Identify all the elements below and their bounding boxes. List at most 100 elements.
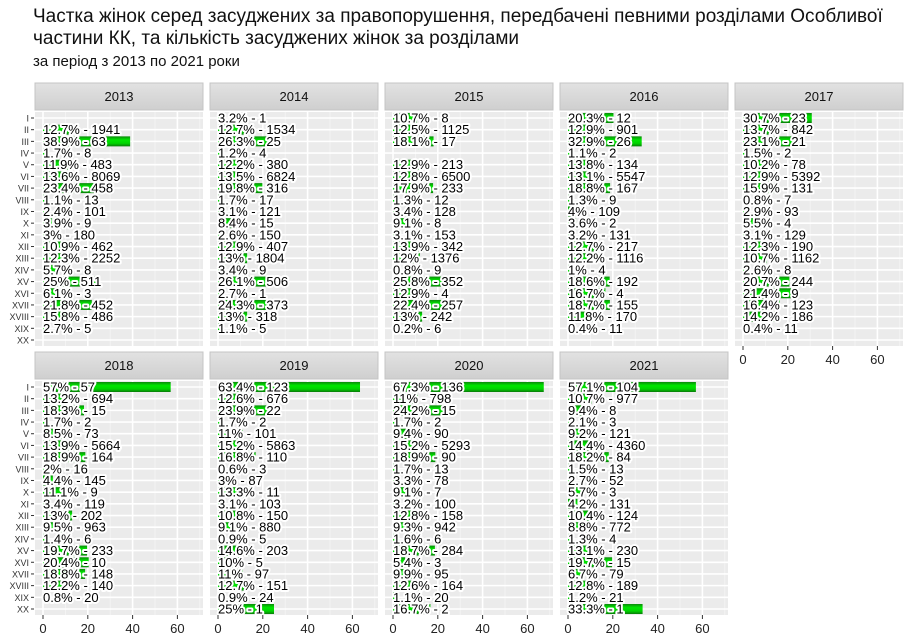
bar-2013-IX xyxy=(43,206,49,217)
facet-strip xyxy=(34,351,204,380)
chart-title: Частка жінок серед засуджених за правопо… xyxy=(33,6,883,49)
data-label: 12.9% - 4 xyxy=(393,286,449,301)
data-label: 1.2% - 4 xyxy=(218,146,266,161)
bar-2017-XI xyxy=(743,229,750,240)
x-tick-label: 0 xyxy=(739,352,746,367)
bar-2020-XII xyxy=(393,510,422,521)
data-label: 6.1% - 3 xyxy=(43,286,91,301)
y-tick-label: X xyxy=(23,488,29,498)
data-label: 12.3% - 190 xyxy=(743,239,813,254)
y-tick-label: XVIII xyxy=(9,581,29,591)
data-label: 8.5% - 73 xyxy=(43,426,99,441)
data-label: 12.8% - 158 xyxy=(393,508,463,523)
y-tick-label: IV xyxy=(20,418,29,428)
bar-2015-II xyxy=(393,124,421,135)
bar-2018-XVI xyxy=(43,557,89,568)
x-tick-label: 20 xyxy=(81,621,95,636)
data-label: 33.3% - 1 xyxy=(568,602,624,617)
y-tick-label: IV xyxy=(20,149,29,159)
data-label: 25% - 511 xyxy=(43,274,101,289)
x-tick-label: 20 xyxy=(606,621,620,636)
data-label: 1.7% - 8 xyxy=(43,146,91,161)
data-label: 12.7% - 1941 xyxy=(43,122,120,137)
data-label: 18.6% - 192 xyxy=(568,274,638,289)
bar-2020-VI xyxy=(393,440,428,451)
y-tick-label: X xyxy=(23,219,29,229)
data-label: 13.9% - 342 xyxy=(393,239,463,254)
bar-2018-IV xyxy=(43,417,47,428)
y-tick-label: XIX xyxy=(14,593,29,603)
data-label: 5.7% - 8 xyxy=(43,262,91,277)
bar-2021-XVI xyxy=(568,557,613,568)
bar-2020-XX xyxy=(393,604,431,614)
data-label: 9.1% - 7 xyxy=(393,485,441,500)
bar-2014-XV xyxy=(218,276,277,287)
data-label: 63.4% - 123 xyxy=(218,380,288,395)
x-tick-label: 40 xyxy=(475,621,489,636)
bar-2015-XIX xyxy=(393,323,394,334)
data-label: 5.4% - 3 xyxy=(393,555,441,570)
bar-2019-IV xyxy=(218,417,222,428)
bar-2013-II xyxy=(43,124,72,135)
data-label: 23.9% - 22 xyxy=(218,403,281,418)
bar-2020-III xyxy=(393,405,448,416)
bar-2014-XVII xyxy=(218,299,273,310)
bar-2021-XIV xyxy=(568,533,571,544)
x-tick-label: 60 xyxy=(520,621,534,636)
bar-2014-VIII xyxy=(218,194,222,205)
bar-2014-XIII xyxy=(218,253,248,264)
y-tick-label: III xyxy=(21,137,29,147)
y-tick-label: XIII xyxy=(15,523,29,533)
bar-2013-IV xyxy=(43,148,47,159)
data-label: 3.2% - 131 xyxy=(568,227,631,242)
bar-2019-VIII xyxy=(218,463,220,474)
facet-label-2013: 2013 xyxy=(105,89,134,104)
data-label: 15.8% - 486 xyxy=(43,309,113,324)
data-label: 25% - 1 xyxy=(218,602,263,617)
bar-2013-V xyxy=(43,159,70,170)
y-tick-label: VI xyxy=(20,441,29,451)
y-tick-label: XVIII xyxy=(9,312,29,322)
data-label: 3.4% - 9 xyxy=(218,262,266,277)
bar-2019-I xyxy=(218,382,361,392)
bar-2014-VII xyxy=(218,183,263,194)
bar-2019-VII xyxy=(218,452,256,463)
data-label: 14.6% - 203 xyxy=(218,543,288,558)
bar-2015-X xyxy=(393,218,414,229)
data-label: 12.2% - 1116 xyxy=(568,251,643,266)
bar-2014-XIV xyxy=(218,264,226,275)
bar-2017-X xyxy=(743,218,756,229)
x-tick-label: 20 xyxy=(431,621,445,636)
data-label: 9.5% - 963 xyxy=(43,520,106,535)
bar-2014-XI xyxy=(218,229,224,240)
bar-2020-XVI xyxy=(393,557,406,568)
data-label: 18.1% - 17 xyxy=(393,134,456,149)
bar-2019-X xyxy=(218,487,248,498)
bar-2021-XIX xyxy=(568,592,571,603)
facet-label-2014: 2014 xyxy=(280,89,309,104)
data-label: 11.1% - 9 xyxy=(43,485,98,500)
facet-label-2019: 2019 xyxy=(280,358,309,373)
x-tick-label: 0 xyxy=(564,621,571,636)
data-label: 1.7% - 13 xyxy=(393,461,449,476)
data-label: 4.4% - 145 xyxy=(43,473,106,488)
data-label: 23.4% - 458 xyxy=(43,181,113,196)
facet-label-2015: 2015 xyxy=(455,89,484,104)
bar-2014-XVI xyxy=(218,288,225,299)
bar-2016-XII xyxy=(568,241,597,252)
facet-strip xyxy=(384,82,554,111)
bar-2013-XVIII xyxy=(43,311,79,322)
data-label: 20.4% - 10 xyxy=(43,555,106,570)
y-tick-label: I xyxy=(26,114,29,124)
bar-2017-XV xyxy=(743,276,790,287)
bar-2016-IV xyxy=(568,148,571,159)
bar-2021-IV xyxy=(568,417,573,428)
data-label: 14.2% - 186 xyxy=(743,309,813,324)
bar-2015-XIV xyxy=(393,264,395,275)
data-label: 3.4% - 119 xyxy=(43,496,105,511)
x-tick-label: 0 xyxy=(214,621,221,636)
bar-2021-VI xyxy=(568,440,601,451)
facet-strip xyxy=(559,82,729,111)
data-label: 2.9% - 93 xyxy=(743,204,799,219)
